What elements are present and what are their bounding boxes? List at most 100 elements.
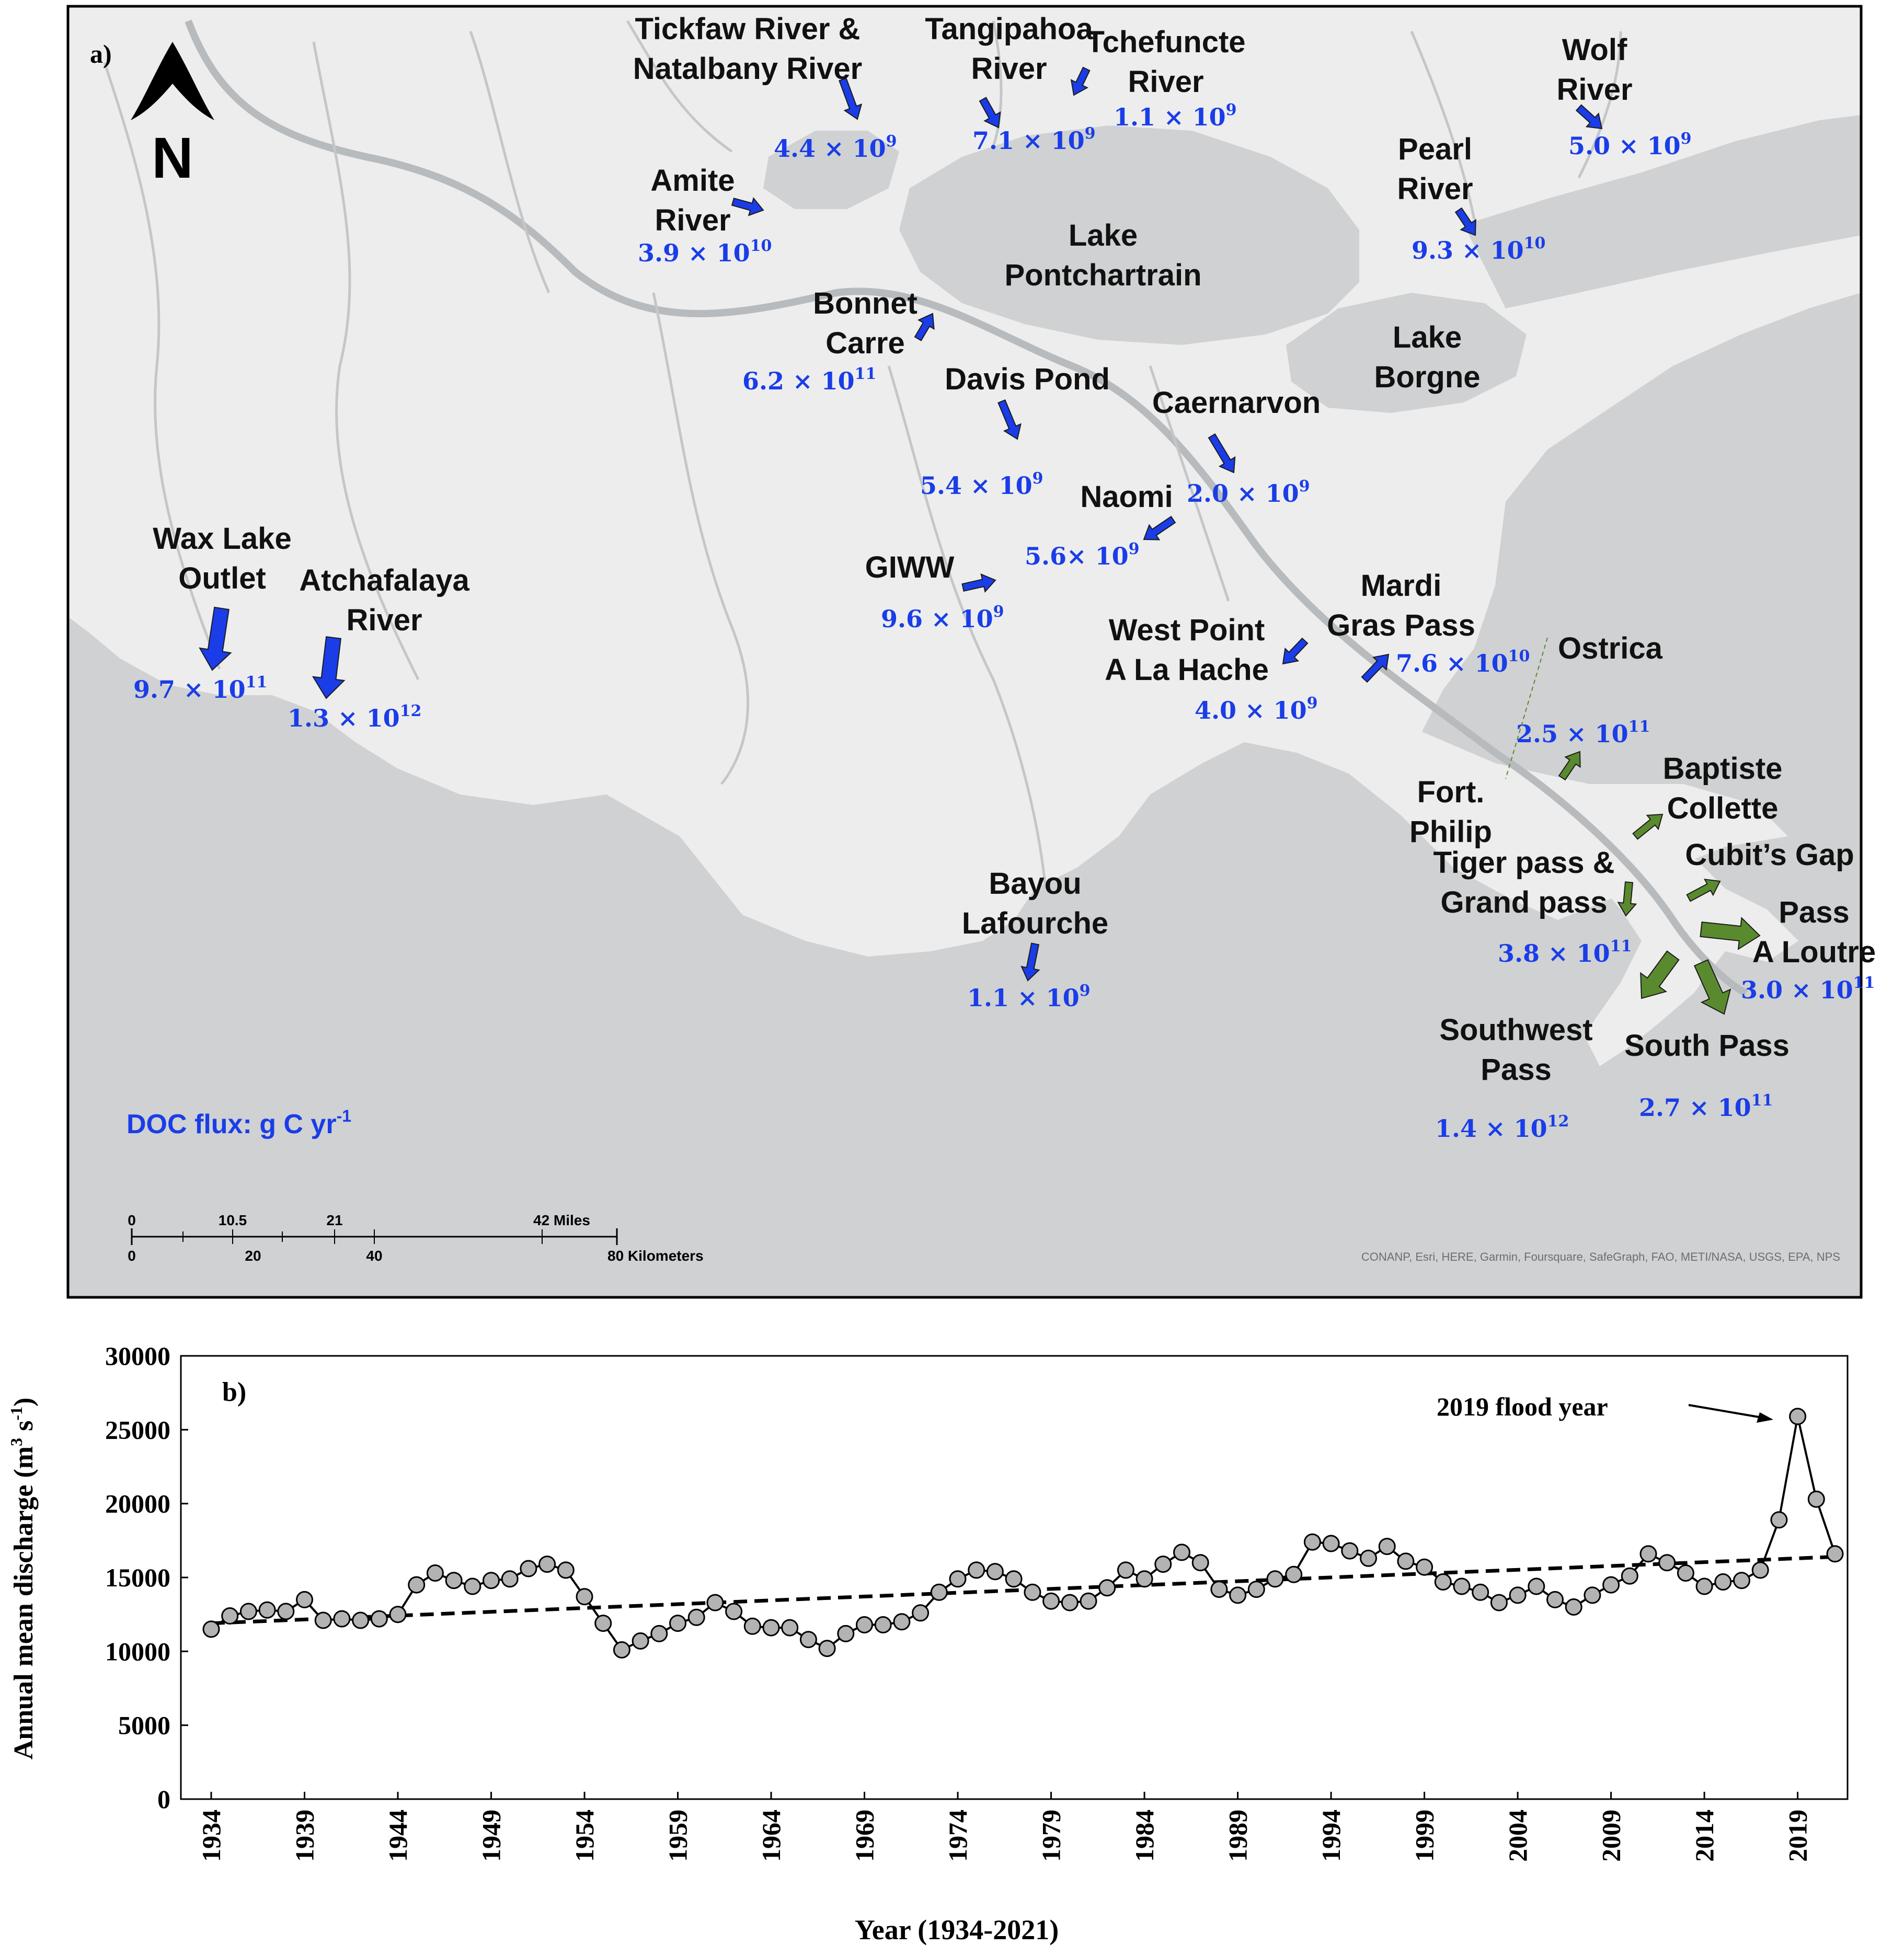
data-point-2017 xyxy=(1751,1561,1769,1579)
data-point-1939 xyxy=(296,1591,313,1608)
map-panel: a) N Lake Pontchartrain Lake Borgne Tickfaw… xyxy=(66,5,1876,1299)
site-label-tangipahoa-1: River xyxy=(971,52,1047,86)
data-point-1960 xyxy=(687,1608,705,1626)
data-point-1974 xyxy=(949,1570,967,1588)
data-point-2007 xyxy=(1565,1598,1582,1616)
site-label-bayou-1: Lafourche xyxy=(962,906,1108,940)
data-point-1962 xyxy=(725,1603,743,1620)
data-point-1987 xyxy=(1191,1554,1209,1572)
land-mass xyxy=(68,6,1861,957)
scale-mi-3: 42 Miles xyxy=(533,1212,590,1228)
x-tick-label: 1934 xyxy=(197,1810,226,1862)
annotation-label: 2019 flood year xyxy=(1437,1392,1608,1421)
x-tick-label: 1974 xyxy=(943,1810,972,1862)
data-point-1967 xyxy=(818,1640,836,1657)
data-point-1965 xyxy=(781,1619,799,1637)
site-label-mardigras-1: Gras Pass xyxy=(1327,608,1475,642)
scale-km-1: 20 xyxy=(245,1248,261,1264)
x-tick-label: 1964 xyxy=(756,1810,786,1862)
site-label-southwest-0: Southwest xyxy=(1439,1013,1592,1047)
data-point-1978 xyxy=(1024,1583,1041,1601)
scale-km-0: 0 xyxy=(128,1248,136,1264)
data-point-1958 xyxy=(650,1625,668,1642)
lake-pontchartrain xyxy=(899,125,1359,345)
y-tick-label: 30000 xyxy=(105,1341,170,1370)
data-point-1944 xyxy=(389,1606,407,1623)
series-line xyxy=(210,1416,1836,1652)
flux-value-pearl: 9.3 × 1010 xyxy=(1412,234,1545,264)
flux-value-mardigras: 7.6 × 1010 xyxy=(1396,647,1530,677)
data-point-1988 xyxy=(1210,1581,1228,1598)
arrow-icon-giww xyxy=(961,573,996,593)
data-point-1963 xyxy=(743,1617,761,1635)
data-point-1951 xyxy=(520,1560,537,1577)
x-tick-label: 2014 xyxy=(1690,1810,1719,1862)
site-label-mardigras-0: Mardi xyxy=(1361,569,1442,603)
site-label-waxlake-1: Outlet xyxy=(178,561,266,595)
x-tick-label: 1979 xyxy=(1037,1810,1066,1862)
flux-value-atchafalaya: 1.3 × 1012 xyxy=(288,702,421,732)
data-point-1969 xyxy=(856,1616,873,1633)
discharge-series xyxy=(202,1408,1844,1658)
x-tick-label: 1954 xyxy=(570,1810,599,1862)
data-point-1938 xyxy=(277,1603,295,1620)
data-point-2001 xyxy=(1453,1577,1471,1595)
site-label-westpoint-0: West Point xyxy=(1109,613,1265,647)
y-tick-label: 0 xyxy=(157,1784,170,1814)
arrow-icon-cubits xyxy=(1686,879,1721,902)
scale-km-3: 80 Kilometers xyxy=(607,1248,704,1264)
flux-value-tangipahoa: 7.1 × 109 xyxy=(972,124,1096,155)
flux-value-naomi: 5.6× 109 xyxy=(1025,540,1139,570)
data-point-1935 xyxy=(221,1607,239,1625)
data-point-1957 xyxy=(632,1632,649,1650)
site-label-naomi-0: Naomi xyxy=(1080,480,1173,514)
data-point-1993 xyxy=(1303,1533,1321,1551)
lake-maurepas xyxy=(763,131,899,209)
data-point-2014 xyxy=(1695,1577,1713,1595)
arrow-icon-amite xyxy=(731,197,764,216)
data-point-1996 xyxy=(1360,1549,1377,1567)
flux-value-waxlake: 9.7 × 1011 xyxy=(133,673,267,704)
arrow-icon-naomi xyxy=(1143,515,1176,540)
arrow-icon-davis xyxy=(997,399,1022,440)
scale-bar: 0 10.5 21 42 Miles 0 20 40 80 Kilometers xyxy=(128,1212,703,1264)
site-label-baptiste-0: Baptiste xyxy=(1663,752,1783,786)
ostrica-leader-line xyxy=(1505,637,1548,779)
arrow-icon-caernarvon xyxy=(1208,433,1236,474)
site-label-westpoint-1: A La Hache xyxy=(1105,653,1269,687)
north-label: N xyxy=(152,126,193,190)
data-point-1945 xyxy=(408,1576,426,1594)
x-axis-title: Year (1934-2021) xyxy=(855,1914,1059,1945)
data-point-1943 xyxy=(370,1610,388,1628)
arrow-icon-baptiste xyxy=(1632,813,1664,840)
data-point-1995 xyxy=(1341,1542,1359,1560)
data-point-1937 xyxy=(258,1601,276,1619)
x-tick-label: 1939 xyxy=(290,1810,319,1862)
x-tick-label: 1969 xyxy=(850,1810,879,1862)
legend-doc-flux: DOC flux: g C yr-1 xyxy=(127,1107,351,1139)
site-label-southwest-1: Pass xyxy=(1481,1053,1551,1087)
site-label-bonnet-1: Carre xyxy=(825,326,905,360)
arrow-icon-tchefuncte xyxy=(1070,66,1091,96)
flux-value-ostrica: 2.5 × 1011 xyxy=(1516,718,1650,748)
site-label-tickfaw-0: Tickfaw River & xyxy=(635,12,861,46)
site-label-baptiste-1: Collette xyxy=(1667,791,1779,825)
site-label-pearl-0: Pearl xyxy=(1398,132,1472,166)
site-label-giww-0: GIWW xyxy=(865,550,955,584)
data-point-1971 xyxy=(893,1613,911,1631)
map-land xyxy=(68,6,1861,1066)
x-tick-label: 2009 xyxy=(1597,1810,1626,1862)
flux-value-bayou: 1.1 × 109 xyxy=(967,982,1091,1012)
site-label-atchafalaya-0: Atchafalaya xyxy=(299,563,469,597)
y-tick-label: 5000 xyxy=(118,1711,170,1740)
arrow-icon-mardigras xyxy=(1361,653,1390,683)
data-point-1942 xyxy=(352,1611,370,1629)
data-point-1936 xyxy=(239,1603,257,1620)
data-point-1946 xyxy=(426,1564,444,1582)
data-point-1979 xyxy=(1042,1592,1060,1610)
data-point-1950 xyxy=(501,1570,519,1588)
data-point-2011 xyxy=(1639,1545,1657,1563)
x-tick-label: 1959 xyxy=(663,1810,693,1862)
site-label-bonnet-0: Bonnet xyxy=(813,286,917,320)
